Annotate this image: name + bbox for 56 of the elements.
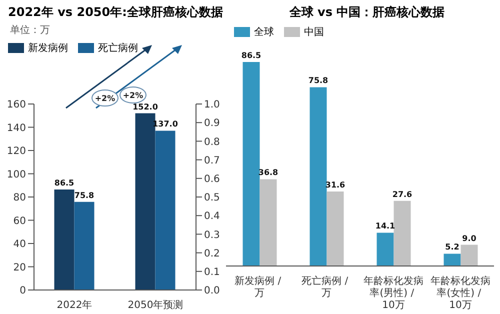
y-tick-label: 80 (13, 192, 26, 204)
data-label: 86.5 (241, 51, 262, 60)
y2-tick-label: 1.0 (204, 100, 220, 111)
bar (242, 62, 260, 266)
bar (74, 202, 94, 290)
y2-tick-label: 0.8 (204, 136, 220, 148)
data-label: 9.0 (462, 234, 477, 243)
data-label: 86.5 (54, 178, 75, 188)
data-label: 152.0 (132, 102, 158, 112)
y-tick-label: 60 (13, 216, 26, 227)
bar (444, 254, 461, 266)
y-tick-label: 120 (6, 146, 26, 158)
bar (376, 232, 394, 266)
x-tick-label: 2022年 (56, 299, 92, 311)
bar (260, 179, 277, 266)
y2-tick-label: 0.5 (204, 192, 220, 204)
legend-label: 新发病例 (27, 42, 68, 55)
y2-tick-label: 0.6 (204, 174, 220, 185)
y-tick-label: 0 (20, 286, 26, 297)
y2-tick-label: 0.9 (204, 118, 220, 130)
legend-label: 死亡病例 (97, 42, 138, 55)
data-label: 75.8 (74, 190, 95, 200)
bar (394, 200, 411, 266)
bar (326, 191, 344, 266)
y2-tick-label: 0.7 (204, 155, 220, 166)
y2-tick-label: 0.3 (204, 230, 220, 241)
chart-title: 全球 vs 中国：肝癌核心数据 (288, 4, 446, 21)
data-label: 75.8 (308, 76, 329, 86)
chart-title: 2022年 vs 2050年:全球肝癌核心数据 (8, 4, 224, 21)
bar (310, 87, 327, 266)
y2-tick-label: 0.0 (204, 286, 220, 297)
data-label: 27.6 (392, 190, 413, 199)
text: +2% (122, 91, 144, 100)
y-tick-label: 20 (13, 262, 26, 274)
bar (460, 244, 478, 266)
x-tick-label: 年龄标化发病率(女性) / 10万 (430, 275, 490, 311)
y-tick-label: 140 (6, 122, 26, 134)
bar (135, 113, 156, 290)
data-label: 14.1 (375, 222, 396, 231)
y2-tick-label: 0.1 (204, 266, 220, 278)
y2-tick-label: 0.2 (204, 248, 220, 260)
bar (54, 189, 74, 290)
y-tick-label: 160 (6, 100, 26, 111)
bar (155, 130, 176, 290)
y-tick-label: 40 (13, 239, 26, 250)
x-tick-label: 新发病例 / 万 (234, 275, 284, 299)
y-tick-label: 100 (6, 169, 26, 180)
chart-subtitle: 单位：万 (10, 24, 51, 37)
x-tick-label: 死亡病例 / 万 (302, 275, 352, 299)
data-label: 5.2 (445, 242, 460, 252)
legend-label: 中国 (303, 26, 324, 39)
text: +2% (94, 94, 116, 103)
legend-label: 全球 (253, 26, 274, 39)
x-tick-label: 年龄标化发病率(男性) / 10万 (364, 275, 424, 311)
y2-tick-label: 0.4 (204, 211, 220, 222)
x-tick-label: 2050年预测 (128, 299, 184, 311)
